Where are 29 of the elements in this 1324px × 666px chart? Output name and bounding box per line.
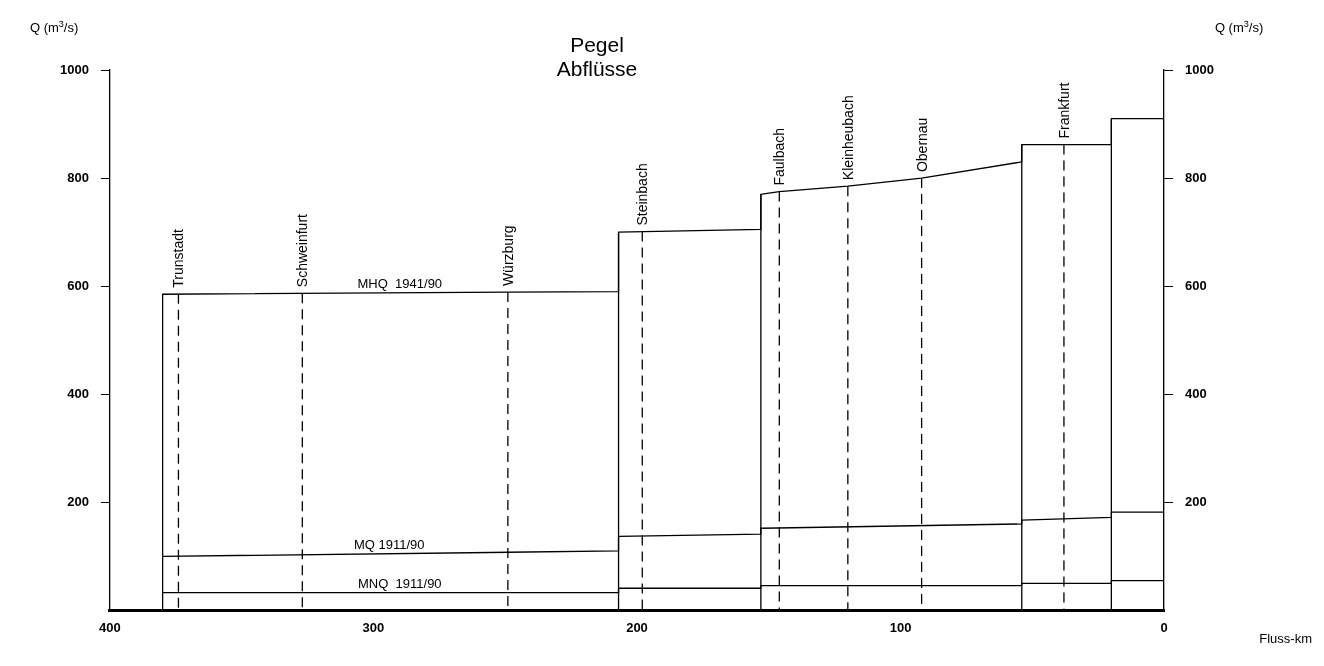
y2-tick-label: 800 [1185,169,1207,185]
chart-subtitle: Abflüsse [556,57,638,80]
y2-tick-label: 600 [1185,277,1207,293]
annotation: Steinbach [634,163,651,226]
x-tick-label: 400 [99,619,121,635]
annotation: Würzburg [499,225,516,287]
x-tick-label: 100 [889,619,912,635]
x-tick-label: 0 [1160,619,1168,635]
y-tick-label: 200 [67,493,89,509]
chart-title: Pegel [570,33,624,56]
y2-tick-label: 400 [1185,385,1207,401]
annotation: Kleinheubach [839,95,856,181]
y-tick-label: 800 [67,169,89,185]
annotation: Faulbach [771,128,788,186]
annotation: MHQ 1941/90 [357,275,443,291]
annotation: Obernau [913,117,930,173]
x-tick-label: 300 [362,619,385,635]
x-tick-label: 200 [626,619,648,635]
annotation: Frankfurt [1055,82,1072,139]
y2-tick-label: 200 [1185,493,1207,509]
y2-tick-label: 1000 [1185,61,1214,77]
annotation: Schweinfurt [294,213,311,288]
x-axis-title: Fluss-km [1259,631,1312,647]
annotation: Trunstadt [170,229,187,288]
y-tick-label: 1000 [60,61,89,77]
annotation: MQ 1911/90 [353,536,425,552]
annotation: MNQ 1911/90 [358,575,442,591]
y-tick-label: 600 [67,277,89,293]
y-tick-label: 400 [67,385,89,401]
